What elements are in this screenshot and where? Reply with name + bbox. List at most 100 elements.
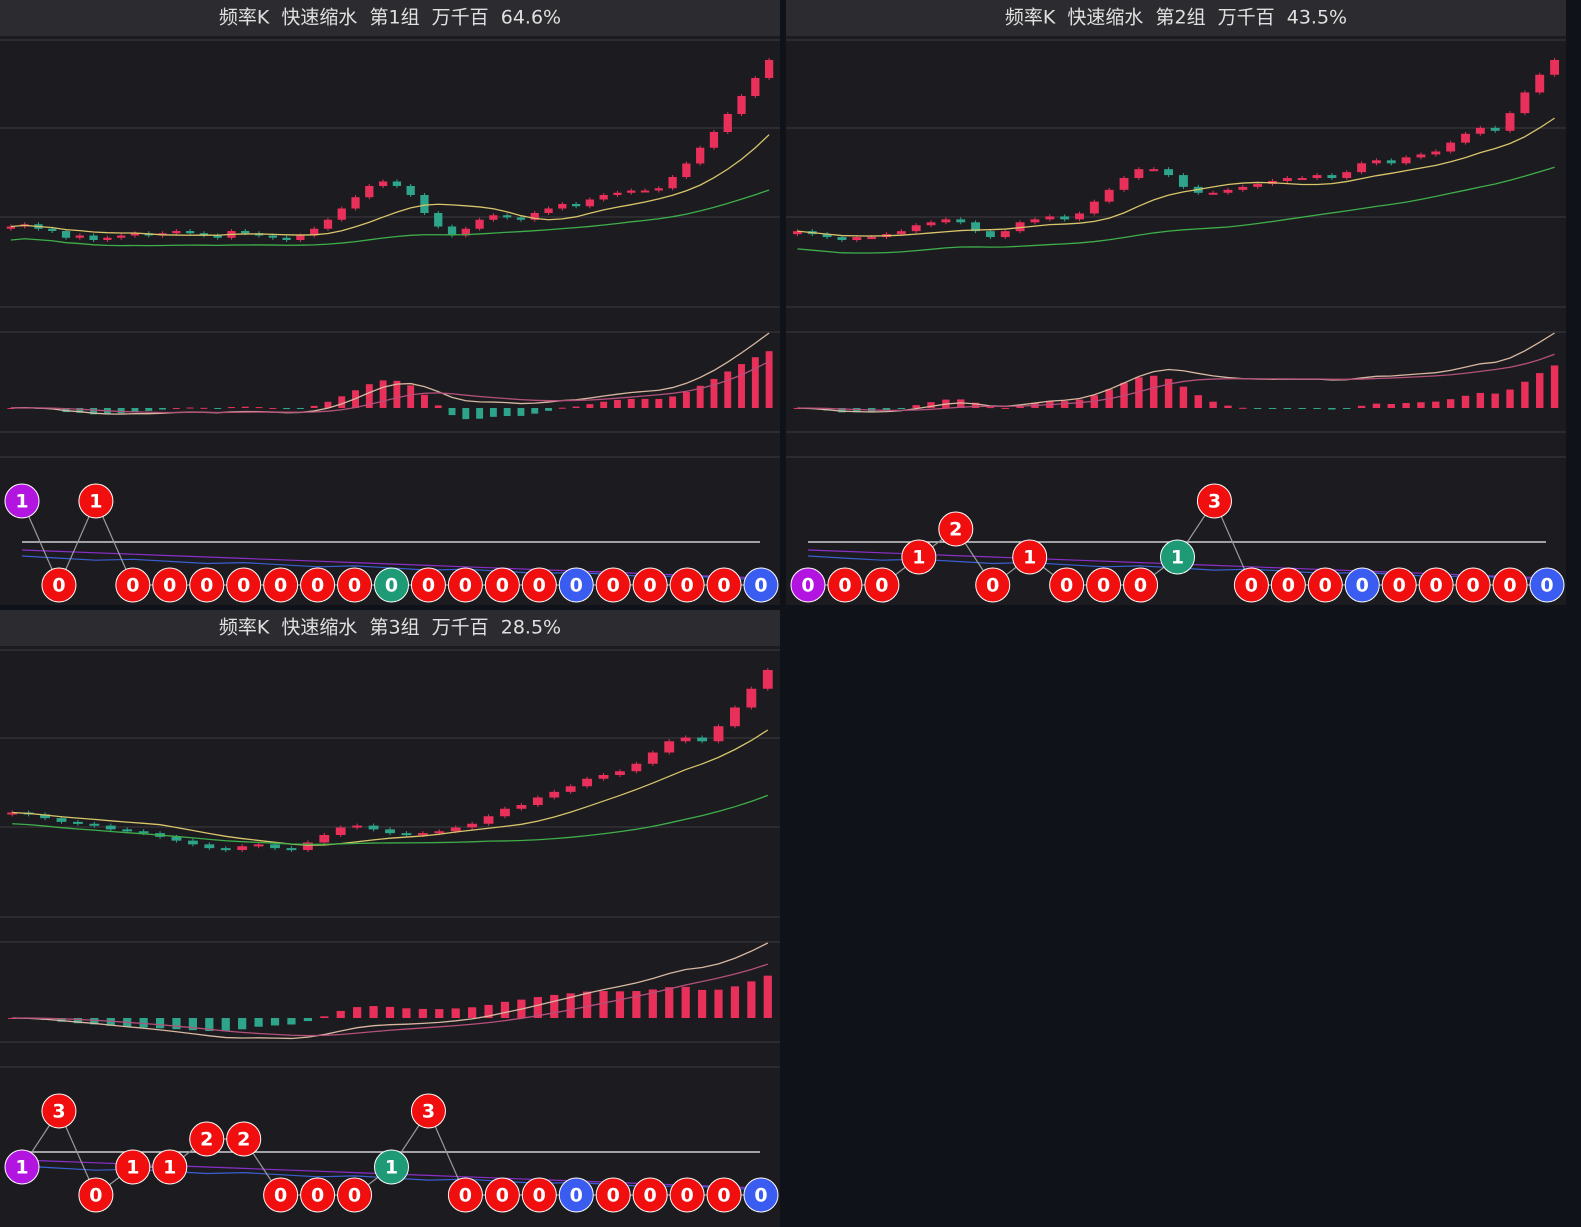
macd-bar xyxy=(369,1006,378,1018)
macd-dif xyxy=(12,942,769,1040)
bubble-label: 2 xyxy=(200,1129,213,1151)
candle xyxy=(296,235,305,240)
bubble xyxy=(790,567,826,603)
macd-bar xyxy=(1060,401,1069,408)
macd-bar xyxy=(468,1007,477,1018)
panel-title: 频率K 快速缩水 第1组 万千百 64.6% xyxy=(219,7,561,29)
macd-bar xyxy=(448,408,456,416)
candle xyxy=(187,840,198,845)
panel-bg xyxy=(786,0,1566,605)
macd-bar xyxy=(838,408,846,413)
macd-bar xyxy=(957,399,965,408)
macd-bar xyxy=(155,1018,165,1029)
candle xyxy=(392,181,402,186)
bubble xyxy=(226,1121,262,1157)
bubble-label: 0 xyxy=(200,575,213,597)
macd-bar xyxy=(1313,408,1321,409)
macd-bar xyxy=(682,391,690,408)
bubble-label: 1 xyxy=(1171,547,1184,569)
macd-bar xyxy=(393,380,401,408)
macd-bar xyxy=(669,396,677,408)
bubble xyxy=(558,1177,594,1213)
candle xyxy=(1535,74,1545,93)
macd-bar xyxy=(566,993,575,1018)
candle xyxy=(792,231,802,235)
macd-bar xyxy=(1164,378,1173,408)
macd-bar xyxy=(1253,408,1262,409)
macd-bar xyxy=(106,1018,115,1026)
bubble xyxy=(1123,567,1159,603)
bubble xyxy=(1381,567,1417,603)
macd-bar xyxy=(310,405,318,408)
macd-bar xyxy=(324,401,332,408)
candle xyxy=(447,226,457,236)
bubble xyxy=(152,1149,188,1185)
candle xyxy=(75,235,84,238)
panel: 频率K 快速缩水 第3组 万千百 28.5% 1 3 0 1 1 2 2 0 0 0 1 3 0 0 0 0 0 0… xyxy=(0,610,780,1227)
macd-bar xyxy=(1075,399,1084,408)
macd-bar xyxy=(648,989,657,1018)
candle xyxy=(56,818,67,822)
bubble xyxy=(152,567,188,603)
candle xyxy=(911,225,921,232)
bubble-label: 0 xyxy=(52,575,65,597)
panel-header xyxy=(786,0,1566,36)
candle xyxy=(406,186,415,195)
candle xyxy=(270,844,280,849)
candle xyxy=(941,219,951,223)
bubble-label: 1 xyxy=(912,547,925,569)
candle xyxy=(1431,151,1441,155)
macd-bar xyxy=(696,385,704,408)
candle xyxy=(286,848,297,851)
bubble-label: 0 xyxy=(1097,575,1110,597)
macd-bar xyxy=(558,407,566,409)
macd-bar xyxy=(1402,403,1410,408)
bubble-label: 1 xyxy=(15,1157,28,1179)
candle xyxy=(1446,142,1456,152)
candle xyxy=(956,219,966,223)
bubble-label: 1 xyxy=(163,1157,176,1179)
bubble xyxy=(1418,567,1454,603)
macd-bar xyxy=(1521,381,1529,408)
macd-dif xyxy=(10,332,770,415)
macd-bar xyxy=(1268,408,1277,409)
candle xyxy=(48,228,57,231)
macd-bar xyxy=(882,408,891,411)
macd-bar xyxy=(550,994,559,1018)
candle xyxy=(401,833,412,836)
candle xyxy=(558,204,567,209)
candle xyxy=(599,195,608,200)
candle xyxy=(1000,231,1010,238)
bubble-label: 0 xyxy=(459,1185,472,1207)
macd-bar xyxy=(228,407,235,409)
bubble-label: 0 xyxy=(717,1185,730,1207)
macd-bar xyxy=(421,394,428,408)
macd-bar xyxy=(1283,408,1292,409)
macd-bar xyxy=(320,1016,329,1018)
candle xyxy=(1223,189,1233,193)
candle xyxy=(335,827,346,835)
macd-bar xyxy=(1417,402,1425,408)
macd-bar xyxy=(600,401,608,408)
candle xyxy=(764,60,774,78)
macd-bar xyxy=(533,997,542,1018)
candle xyxy=(640,190,650,193)
macd-bar xyxy=(379,380,387,408)
panel: 频率K 快速缩水 第1组 万千百 64.6% 1 0 1 0 0 0 0 0 0 0 0 0 0 0 0 0 0 0… xyxy=(0,0,780,605)
bubble xyxy=(1012,539,1048,575)
macd-bar xyxy=(1001,407,1009,409)
bubble-label: 0 xyxy=(1282,575,1295,597)
candle xyxy=(220,848,231,851)
bubble-label: 0 xyxy=(385,575,398,597)
candle xyxy=(1060,216,1070,220)
macd-dea xyxy=(12,963,768,1037)
candle xyxy=(282,237,291,240)
macd-bar xyxy=(476,408,484,419)
macd-bar xyxy=(1298,408,1306,409)
candle xyxy=(1550,60,1560,75)
bubble xyxy=(1086,567,1122,603)
bubble-label: 0 xyxy=(1060,575,1073,597)
candle xyxy=(1015,222,1025,232)
macd-bar xyxy=(655,398,663,408)
bubble-label: 3 xyxy=(1208,491,1221,513)
